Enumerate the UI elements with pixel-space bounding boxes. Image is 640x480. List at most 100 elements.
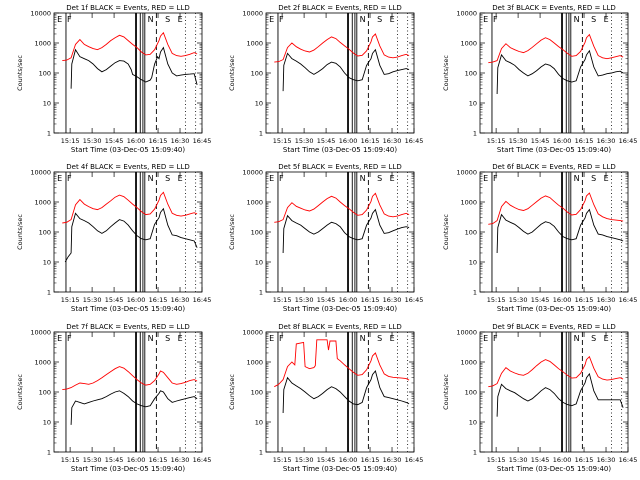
- event-marker: S: [591, 334, 596, 343]
- panel-title: Det 5f BLACK = Events, RED = LLD: [278, 163, 401, 171]
- event-marker: E: [483, 334, 488, 343]
- series-events-line: [282, 208, 410, 254]
- y-tick-label: 10000: [456, 10, 477, 18]
- x-tick-label: 15:45: [531, 137, 550, 145]
- event-marker: F: [67, 15, 72, 24]
- y-tick-label: 10000: [456, 169, 477, 177]
- y-tick-label: 10000: [242, 329, 263, 337]
- event-marker: F: [279, 15, 284, 24]
- x-tick-label: 15:45: [531, 296, 550, 304]
- x-axis-label: Start Time (03-Dec-05 15:09:40): [71, 146, 185, 154]
- x-tick-label: 16:15: [575, 137, 594, 145]
- y-tick-label: 1: [473, 289, 477, 297]
- event-marker: E: [483, 174, 488, 183]
- x-tick-label: 15:30: [509, 137, 528, 145]
- x-tick-label: 15:45: [105, 456, 124, 464]
- y-tick-label: 1000: [34, 199, 51, 207]
- event-marker: S: [377, 15, 382, 24]
- event-marker: S: [165, 174, 170, 183]
- y-tick-label: 100: [251, 389, 263, 397]
- detector-panel-7: Det 7f BLACK = Events, RED = LLD Counts/s…: [16, 323, 211, 473]
- x-tick-label: 16:45: [619, 456, 638, 464]
- x-tick-label: 16:15: [361, 296, 380, 304]
- y-tick-label: 1: [473, 449, 477, 457]
- x-tick-label: 16:15: [149, 456, 168, 464]
- y-tick-label: 10: [255, 100, 263, 108]
- event-marker: S: [377, 174, 382, 183]
- panel-title: Det 9f BLACK = Events, RED = LLD: [492, 323, 615, 331]
- x-tick-label: 15:45: [105, 137, 124, 145]
- x-tick-label: 16:00: [127, 456, 146, 464]
- y-tick-label: 10000: [242, 169, 263, 177]
- x-tick-label: 16:15: [361, 456, 380, 464]
- x-tick-label: 16:30: [383, 137, 402, 145]
- series-lld-line: [62, 31, 198, 62]
- y-tick-label: 10: [43, 419, 51, 427]
- event-marker: N: [148, 334, 154, 343]
- y-tick-label: 10: [43, 259, 51, 267]
- x-tick-label: 15:30: [83, 296, 102, 304]
- x-tick-label: 15:30: [509, 296, 528, 304]
- y-tick-label: 100: [465, 70, 477, 78]
- plot-frame: [479, 12, 629, 134]
- y-tick-label: 10: [43, 100, 51, 108]
- detector-panel-4: Det 4f BLACK = Events, RED = LLD Counts/s…: [16, 163, 211, 313]
- x-axis-label: Start Time (03-Dec-05 15:09:40): [283, 305, 397, 313]
- x-tick-label: 16:30: [383, 456, 402, 464]
- detector-panel-6: Det 6f BLACK = Events, RED = LLD Counts/s…: [442, 163, 637, 313]
- x-tick-label: 16:45: [405, 456, 424, 464]
- y-tick-label: 100: [251, 229, 263, 237]
- y-tick-label: 10: [469, 100, 477, 108]
- event-marker: S: [165, 334, 170, 343]
- event-marker: N: [148, 174, 154, 183]
- x-axis-label: Start Time (03-Dec-05 15:09:40): [283, 465, 397, 473]
- event-marker: N: [360, 174, 366, 183]
- series-lld-line: [488, 192, 624, 225]
- y-tick-label: 1: [47, 289, 51, 297]
- x-tick-label: 16:45: [619, 296, 638, 304]
- x-tick-label: 15:15: [273, 296, 292, 304]
- x-tick-label: 15:45: [317, 296, 336, 304]
- y-axis-label: Counts/sec: [442, 214, 450, 250]
- series-lld-line: [488, 33, 624, 64]
- x-tick-label: 16:30: [171, 296, 190, 304]
- series-lld-line: [274, 339, 410, 388]
- panel-title: Det 7f BLACK = Events, RED = LLD: [66, 323, 189, 331]
- series-events-line: [496, 372, 624, 417]
- series-events-line: [496, 208, 624, 254]
- x-tick-label: 16:30: [171, 456, 190, 464]
- series-events-line: [70, 46, 198, 89]
- detector-panel-3: Det 3f BLACK = Events, RED = LLD Counts/s…: [442, 4, 637, 154]
- panel-title: Det 1f BLACK = Events, RED = LLD: [66, 4, 189, 12]
- x-tick-label: 16:45: [405, 137, 424, 145]
- x-axis-label: Start Time (03-Dec-05 15:09:40): [71, 305, 185, 313]
- event-marker: S: [377, 334, 382, 343]
- series-lld-line: [62, 366, 198, 391]
- x-tick-label: 15:45: [317, 137, 336, 145]
- series-events-line: [64, 207, 198, 263]
- x-tick-label: 16:45: [193, 296, 212, 304]
- y-axis-label: Counts/sec: [228, 55, 236, 91]
- event-marker: F: [279, 334, 284, 343]
- y-tick-label: 1000: [460, 40, 477, 48]
- x-tick-label: 16:30: [597, 296, 616, 304]
- x-tick-label: 15:30: [83, 456, 102, 464]
- x-tick-label: 15:15: [61, 137, 80, 145]
- x-tick-label: 16:00: [553, 137, 572, 145]
- y-tick-label: 1000: [460, 199, 477, 207]
- series-events-line: [70, 390, 198, 425]
- x-tick-label: 16:45: [193, 137, 212, 145]
- panel-title: Det 2f BLACK = Events, RED = LLD: [278, 4, 401, 12]
- y-tick-label: 100: [39, 70, 51, 78]
- detector-panel-5: Det 5f BLACK = Events, RED = LLD Counts/s…: [228, 163, 423, 313]
- x-tick-label: 15:45: [105, 296, 124, 304]
- panel-title: Det 4f BLACK = Events, RED = LLD: [66, 163, 189, 171]
- x-tick-label: 16:30: [171, 137, 190, 145]
- y-tick-label: 1: [259, 449, 263, 457]
- plot-frame: [479, 171, 629, 293]
- x-axis-label: Start Time (03-Dec-05 15:09:40): [283, 146, 397, 154]
- y-tick-label: 10000: [30, 169, 51, 177]
- event-marker: E: [57, 174, 62, 183]
- x-tick-label: 16:30: [383, 296, 402, 304]
